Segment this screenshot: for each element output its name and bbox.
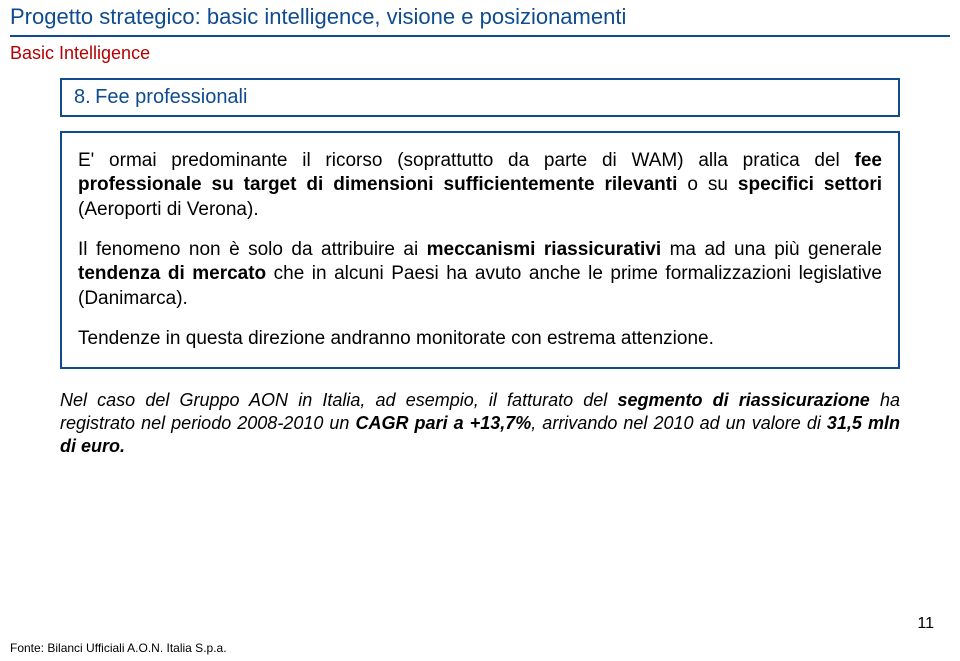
paragraph-1: E' ormai predominante il ricorso (soprat…: [78, 149, 882, 222]
paragraph-2: Il fenomeno non è solo da attribuire ai …: [78, 238, 882, 311]
p1-bold-2: specifici settori: [738, 174, 882, 195]
source-citation: Fonte: Bilanci Ufficiali A.O.N. Italia S…: [10, 641, 227, 655]
slide-subtitle: Basic Intelligence: [0, 37, 960, 72]
fn-bold-2: CAGR pari a +13,7%: [356, 413, 532, 433]
section-title: Fee professionali: [95, 86, 247, 108]
body-box: E' ormai predominante il ricorso (soprat…: [60, 131, 900, 369]
slide-header: Progetto strategico: basic intelligence,…: [0, 0, 960, 33]
p2-bold-1: meccanismi riassicurativi: [427, 239, 661, 260]
p1-text-a: E' ormai predominante il ricorso (soprat…: [78, 150, 855, 171]
footnote: Nel caso del Gruppo AON in Italia, ad es…: [60, 389, 900, 458]
page-number: 11: [917, 615, 934, 633]
fn-text-d: , arrivando nel 2010 ad un valore di: [531, 413, 827, 433]
p2-bold-2: tendenza di mercato: [78, 263, 266, 284]
p1-text-c: o su: [677, 174, 738, 195]
fn-bold-1: segmento di riassicurazione: [617, 390, 869, 410]
fn-text-a: Nel caso del Gruppo AON in Italia, ad es…: [60, 390, 617, 410]
slide-title: Progetto strategico: basic intelligence,…: [10, 4, 950, 30]
p2-text-a: Il fenomeno non è solo da attribuire ai: [78, 239, 427, 260]
section-heading-box: 8. Fee professionali: [60, 78, 900, 117]
p1-text-d: (Aeroporti di Verona).: [78, 199, 259, 220]
section-number: 8.: [74, 86, 91, 108]
p2-text-c: ma ad una più generale: [661, 239, 882, 260]
paragraph-3: Tendenze in questa direzione andranno mo…: [78, 327, 882, 351]
